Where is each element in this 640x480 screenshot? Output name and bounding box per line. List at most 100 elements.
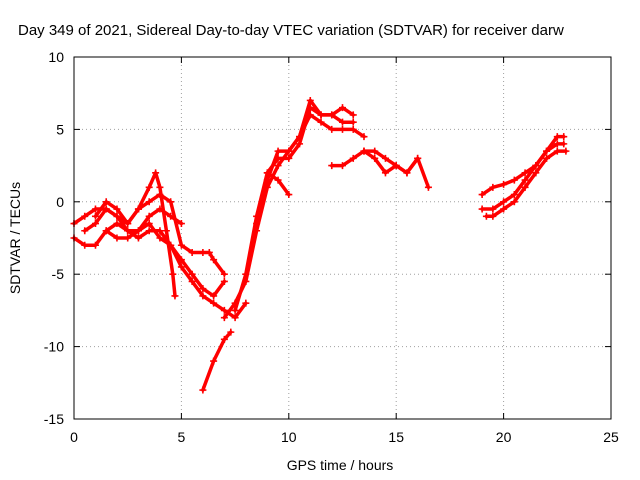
data-point	[231, 306, 239, 314]
series-track-10	[263, 169, 293, 199]
data-point	[177, 263, 185, 271]
data-point	[102, 198, 110, 206]
series-line	[82, 207, 248, 320]
data-point	[349, 154, 357, 162]
data-point	[339, 104, 346, 112]
data-point	[489, 212, 497, 220]
data-point	[521, 169, 529, 177]
series-line	[201, 330, 233, 392]
data-point	[543, 154, 551, 162]
x-axis-label: GPS time / hours	[287, 457, 394, 473]
data-point	[392, 162, 400, 170]
x-tick-label: 10	[281, 429, 297, 445]
data-point	[562, 147, 570, 155]
data-point	[188, 248, 196, 256]
data-point	[91, 220, 99, 228]
data-point	[489, 183, 497, 191]
data-point	[349, 111, 357, 119]
y-tick-label: -15	[44, 411, 64, 427]
data-point	[349, 125, 357, 133]
data-point	[296, 140, 304, 148]
data-point	[177, 220, 185, 228]
series-track-12	[360, 147, 422, 177]
data-point	[188, 277, 196, 285]
data-point	[482, 212, 490, 220]
data-point	[171, 292, 179, 300]
data-point	[167, 212, 175, 220]
y-tick-label: -10	[44, 339, 64, 355]
data-point	[317, 118, 325, 126]
data-point	[169, 270, 177, 278]
data-point	[124, 234, 132, 242]
plot-frame	[73, 56, 612, 420]
series-track-14	[478, 140, 568, 213]
data-point	[510, 176, 518, 184]
tick-marks	[73, 56, 612, 420]
data-point	[560, 140, 568, 148]
data-point	[242, 299, 250, 307]
data-point	[91, 212, 99, 220]
data-point	[199, 285, 207, 293]
data-point	[220, 306, 228, 314]
x-tick-label: 25	[603, 429, 619, 445]
data-point	[306, 96, 314, 104]
data-point	[227, 328, 235, 336]
y-tick-label: 0	[56, 194, 64, 210]
data-point	[274, 176, 282, 184]
data-point	[328, 162, 336, 170]
data-point	[339, 118, 346, 126]
x-tick-labels: 0 5 10 15 20 25	[70, 429, 619, 445]
x-tick-label: 0	[70, 429, 78, 445]
data-point	[156, 227, 164, 235]
data-point	[156, 234, 164, 242]
data-point	[381, 154, 389, 162]
data-point	[510, 198, 518, 206]
data-point	[134, 205, 142, 213]
data-point	[91, 241, 99, 249]
data-point	[152, 169, 160, 177]
data-point	[360, 147, 368, 155]
data-point	[285, 191, 293, 199]
data-point	[81, 212, 89, 220]
data-point	[113, 220, 121, 228]
data-point	[478, 191, 486, 199]
series-line	[254, 98, 355, 226]
data-point	[220, 335, 228, 343]
series-track-6	[199, 328, 235, 394]
data-point	[553, 140, 561, 148]
y-axis-label: SDTVAR / TECUs	[7, 182, 23, 294]
data-point	[553, 133, 561, 141]
data-point	[188, 270, 196, 278]
data-point	[134, 234, 142, 242]
y-tick-label: 5	[56, 121, 64, 137]
data-point	[285, 147, 293, 155]
data-point	[242, 270, 250, 278]
grid-lines	[74, 57, 611, 419]
data-point	[424, 183, 432, 191]
data-point	[210, 292, 218, 300]
data-point	[220, 314, 228, 322]
data-point	[124, 227, 132, 235]
data-point	[253, 220, 261, 228]
data-point	[489, 205, 497, 213]
data-point	[113, 212, 121, 220]
data-point	[510, 191, 518, 199]
data-point	[124, 220, 132, 228]
data-point	[199, 292, 207, 300]
data-point	[167, 198, 175, 206]
data-point	[543, 147, 551, 155]
data-point	[263, 176, 271, 184]
y-tick-label: 10	[48, 49, 64, 65]
data-point	[296, 133, 304, 141]
data-point	[553, 147, 561, 155]
data-point	[532, 169, 540, 177]
y-tick-labels: -15 -10 -5 0 5 10	[44, 49, 64, 427]
data-point	[156, 183, 164, 191]
x-tick-label: 15	[388, 429, 404, 445]
data-point	[156, 205, 164, 213]
data-point	[145, 227, 153, 235]
series-track-5	[102, 205, 185, 242]
data-point	[263, 169, 271, 177]
series-track-9	[253, 96, 357, 228]
